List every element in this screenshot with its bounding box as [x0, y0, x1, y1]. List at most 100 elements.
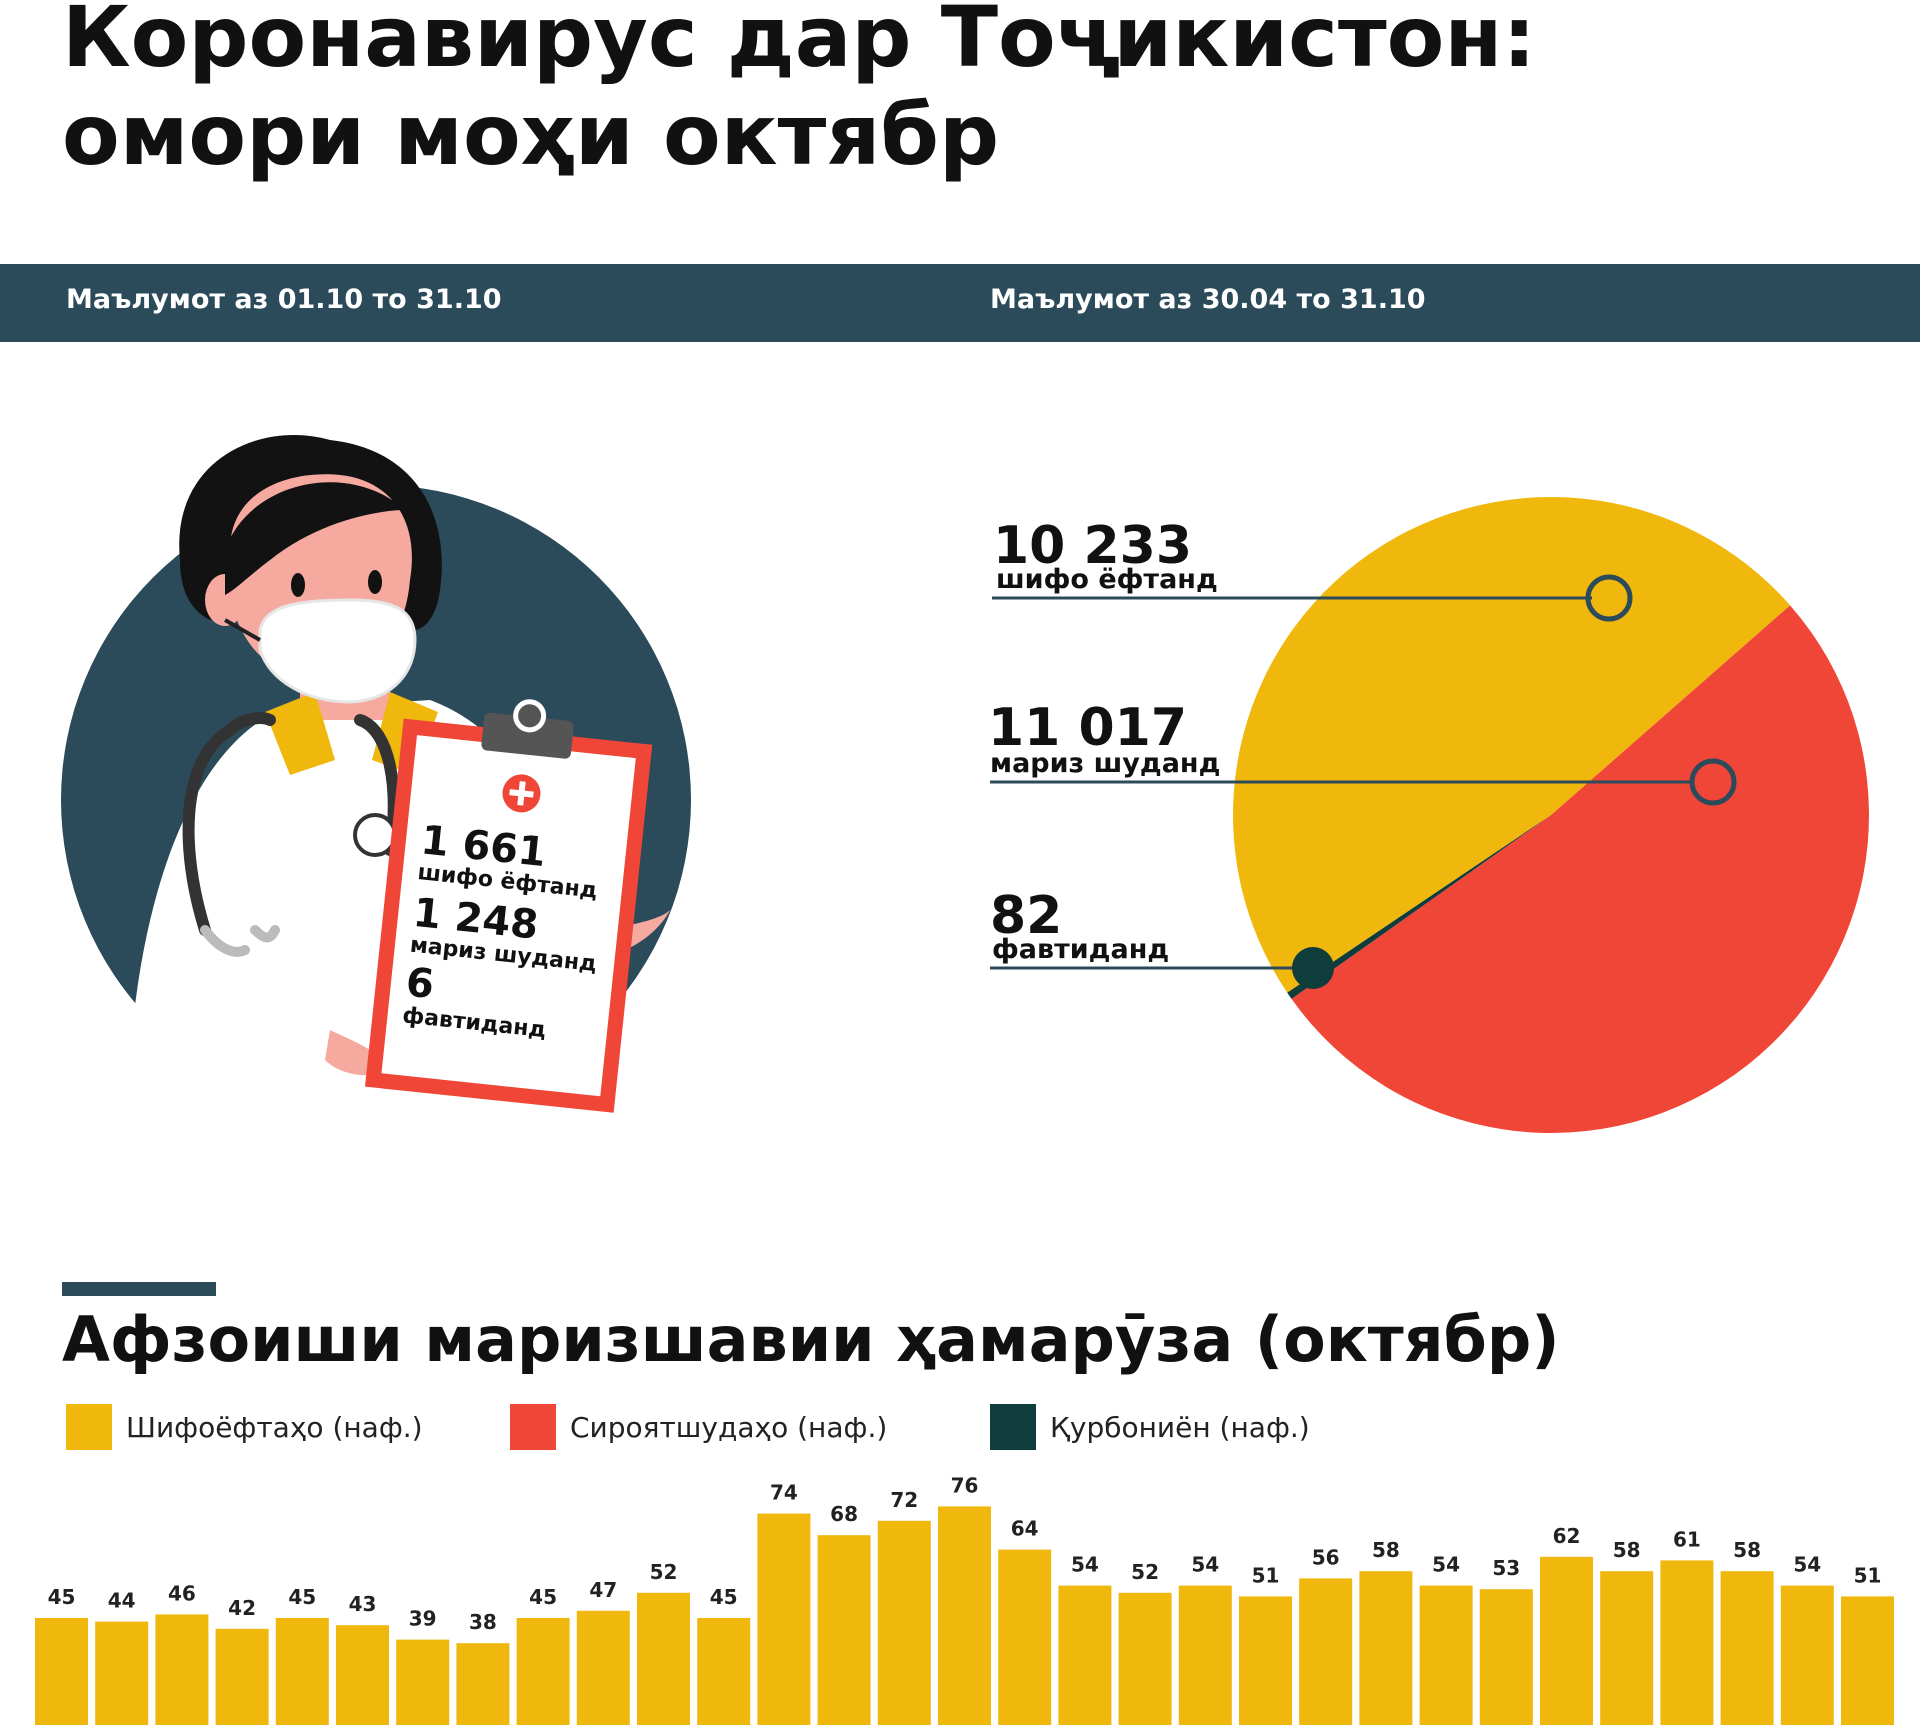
bar-day-20 [1178, 1585, 1232, 1725]
clipboard-paper [381, 735, 636, 1097]
bar-label-day-7: 39 [409, 1607, 437, 1631]
bar-label-day-11: 52 [650, 1560, 678, 1584]
bar-day-11 [637, 1592, 690, 1725]
pie-infected-value: 11 017 [988, 698, 1187, 758]
bar-label-day-8: 38 [469, 1610, 497, 1634]
mask-strap [224, 618, 261, 642]
bar-label-day-4: 42 [228, 1596, 256, 1620]
bar-day-27 [1600, 1571, 1654, 1725]
bar-day-16 [938, 1506, 991, 1725]
face-mask [258, 598, 417, 704]
bar-day-5 [275, 1618, 329, 1725]
bar-label-day-1: 45 [48, 1585, 76, 1609]
bar-day-10 [576, 1610, 630, 1725]
bar-day-13 [757, 1513, 811, 1725]
bar-day-24 [1419, 1585, 1473, 1725]
callout-marker-infected [1689, 758, 1737, 806]
clipboard: 1 661 шифо ёфтанд 1 248 мариз шуданд 6 ф… [364, 699, 653, 1113]
pie-slices [1232, 496, 1869, 1133]
pie-slice-infected [1291, 605, 1869, 1133]
bar-label-day-18: 54 [1071, 1553, 1099, 1577]
bar-label-day-14: 68 [830, 1502, 858, 1526]
daily-bar-chart: 45 44 46 42 45 43 39 38 45 47 52 45 74 68 72 76 64 54 52 54… [35, 1473, 1894, 1725]
bar-day-2 [95, 1621, 149, 1725]
pie-recovered-value: 10 233 [993, 516, 1192, 576]
bar-label-day-22: 56 [1312, 1545, 1340, 1569]
bar-label-day-30: 54 [1793, 1553, 1821, 1577]
red-cross-plus [509, 781, 534, 806]
legend-label-recovered: Шифоёфтаҳо (наф.) [126, 1410, 423, 1444]
title-line-1: Коронавирус дар Тоҷикистон: [62, 0, 1536, 86]
page-title: Коронавирус дар Тоҷикистон: омори моҳи о… [62, 0, 1536, 184]
bar-day-19 [1118, 1592, 1172, 1725]
bar-label-day-23: 58 [1372, 1538, 1400, 1562]
bar-day-22 [1299, 1578, 1353, 1725]
clipboard-clip-hole [513, 699, 547, 733]
bar-label-day-9: 45 [529, 1585, 557, 1609]
bar-day-21 [1239, 1596, 1292, 1725]
bar-day-28 [1660, 1560, 1714, 1725]
bar-day-6 [336, 1625, 389, 1725]
bar-label-day-21: 51 [1252, 1563, 1280, 1587]
legend-swatch-deaths [990, 1404, 1036, 1450]
bar-label-day-17: 64 [1011, 1517, 1039, 1541]
bar-day-1 [35, 1618, 88, 1725]
bar-label-day-27: 58 [1613, 1538, 1641, 1562]
bar-day-18 [1058, 1585, 1112, 1725]
pie-deaths-value: 82 [990, 886, 1062, 946]
bar-label-day-12: 45 [710, 1585, 738, 1609]
bar-day-31 [1841, 1596, 1894, 1725]
bar-day-23 [1359, 1571, 1413, 1725]
bar-day-7 [396, 1639, 450, 1725]
bar-label-day-15: 72 [890, 1488, 918, 1512]
bar-label-day-19: 52 [1131, 1560, 1159, 1584]
period-right-label: Маълумот аз 30.04 то 31.10 [990, 284, 1426, 315]
pie-slice-recovered [1232, 496, 1791, 993]
bar-day-12 [697, 1618, 751, 1725]
bar-label-day-2: 44 [108, 1589, 136, 1613]
bar-day-4 [215, 1628, 269, 1725]
pie-recovered-label: шифо ёфтанд [996, 564, 1218, 595]
legend-item-infected: Сироятшудаҳо (наф.) [510, 1404, 887, 1450]
section-title: Афзоиши маризшавии ҳамарӯза (октябр) [62, 1303, 1560, 1376]
pie-slice-deaths [1287, 815, 1551, 999]
legend-swatch-recovered [66, 1404, 112, 1450]
bar-label-day-24: 54 [1432, 1553, 1460, 1577]
bar-label-day-5: 45 [288, 1585, 316, 1609]
bar-day-15 [877, 1520, 931, 1725]
callout-marker-recovered [1585, 574, 1633, 622]
pie-deaths-label: фавтиданд [992, 934, 1169, 965]
bar-label-day-26: 62 [1553, 1524, 1581, 1548]
bar-label-day-29: 58 [1733, 1538, 1761, 1562]
doctor-eye-right [368, 570, 382, 594]
legend-item-deaths: Қурбониён (наф.) [990, 1404, 1310, 1450]
bar-label-day-25: 53 [1492, 1556, 1520, 1580]
section-accent-bar [62, 1282, 216, 1296]
legend-swatch-infected [510, 1404, 556, 1450]
clipboard-clip [481, 712, 574, 759]
legend-label-infected: Сироятшудаҳо (наф.) [570, 1410, 888, 1444]
period-left-label: Маълумот аз 01.10 то 31.10 [66, 284, 502, 315]
bar-day-8 [456, 1643, 510, 1725]
period-band [0, 264, 1920, 342]
doctor-fringe [225, 482, 405, 595]
doctor-collar [265, 692, 335, 775]
bar-day-25 [1479, 1589, 1533, 1725]
clipboard-deaths-value: 6 [404, 959, 436, 1008]
bar-day-3 [155, 1614, 209, 1725]
bar-label-day-31: 51 [1854, 1563, 1882, 1587]
pie-infected-label: мариз шуданд [990, 748, 1220, 779]
callout-marker-deaths [1292, 947, 1334, 989]
doctor-illustration: 1 661 шифо ёфтанд 1 248 мариз шуданд 6 ф… [61, 435, 691, 1150]
bar-day-9 [516, 1618, 570, 1725]
bar-label-day-28: 61 [1673, 1527, 1701, 1551]
title-line-2: омори моҳи октябр [62, 86, 1000, 184]
pie-chart: 10 233 шифо ёфтанд 11 017 мариз шуданд 8… [988, 496, 1869, 1133]
bar-day-17 [998, 1549, 1052, 1725]
bar-label-day-16: 76 [951, 1473, 979, 1497]
bar-day-14 [817, 1535, 871, 1725]
stethoscope-tube [200, 925, 280, 957]
bar-day-26 [1540, 1556, 1593, 1725]
bar-label-day-13: 74 [770, 1481, 798, 1505]
bar-label-day-3: 46 [168, 1581, 196, 1605]
